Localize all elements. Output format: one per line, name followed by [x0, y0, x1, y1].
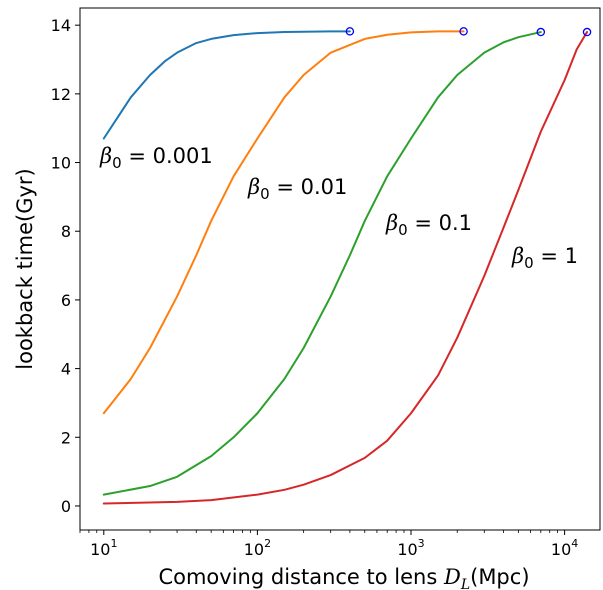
x-axis-title: Comoving distance to lens DL(Mpc) [158, 565, 529, 590]
x-tick-label: 104 [551, 537, 578, 559]
series-annotations: β0 = 0.001 β0 = 0.01 β0 = 0.1 β0 = 1 [99, 144, 578, 272]
marker-layer [345, 27, 592, 37]
series-endpoint-marker-1 [459, 27, 468, 36]
y-tick-label: 12 [51, 85, 71, 104]
series-layer [102, 30, 589, 505]
x-tick-label: 103 [397, 537, 424, 559]
y-tick-label: 2 [61, 428, 71, 447]
y-tick-label: 4 [61, 360, 71, 379]
plot-area [79, 7, 601, 531]
y-tick-label: 6 [61, 291, 71, 310]
x-axis: 101 102 103 104 [79, 530, 578, 559]
series-endpoint-marker-0 [345, 27, 355, 36]
x-tick-label: 101 [90, 537, 117, 559]
y-axis-title: lookback time(Gyr) [13, 168, 37, 369]
y-tick-label: 0 [61, 497, 71, 516]
series-annotation-2: β0 = 0.1 [385, 211, 472, 239]
series-line-2 [102, 31, 542, 496]
series-endpoint-marker-2 [536, 27, 546, 37]
y-tick-label: 14 [51, 16, 71, 35]
axes-frame [79, 7, 601, 531]
series-annotation-3: β0 = 1 [511, 244, 578, 272]
series-line-1 [102, 30, 465, 415]
y-tick-label: 10 [51, 154, 71, 173]
y-axis: 0 2 4 6 8 10 12 14 [51, 16, 80, 516]
x-tick-label: 102 [244, 537, 271, 559]
series-line-3 [102, 31, 589, 505]
series-annotation-0: β0 = 0.001 [99, 144, 213, 172]
series-endpoint-marker-3 [582, 27, 592, 37]
series-annotation-1: β0 = 0.01 [247, 175, 347, 203]
y-tick-label: 8 [61, 222, 71, 241]
series-line-0 [102, 30, 351, 140]
